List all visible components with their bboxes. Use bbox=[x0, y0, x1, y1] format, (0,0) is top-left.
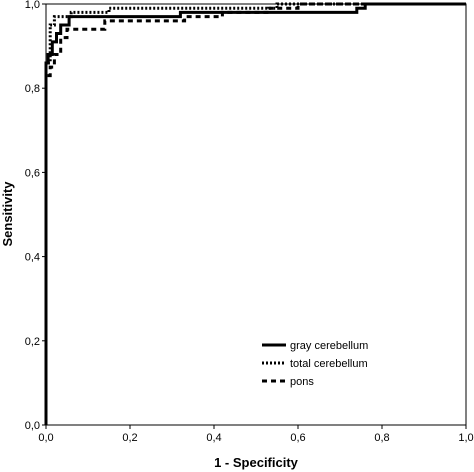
y-tick-label: 0,0 bbox=[25, 420, 40, 432]
x-tick-label: 1,0 bbox=[458, 432, 473, 444]
series-layer bbox=[44, 2, 466, 425]
x-tick-label: 0,8 bbox=[374, 432, 389, 444]
series-line-pons bbox=[44, 2, 466, 425]
legend-label-pons: pons bbox=[290, 376, 314, 388]
x-tick-label: 0,4 bbox=[206, 432, 221, 444]
series-line-total-cerebellum bbox=[44, 2, 466, 425]
y-tick-label: 0,8 bbox=[25, 83, 40, 95]
ticks-layer: 0,0 0,2 0,4 0,6 0,8 1,0 0,0 0,2 0,4 0,6 0,8 1,0 bbox=[25, 0, 474, 444]
legend-label-total-cerebellum: total cerebellum bbox=[290, 358, 368, 370]
y-axis-title: Sensitivity bbox=[0, 181, 15, 247]
y-tick-label: 0,4 bbox=[25, 252, 40, 264]
y-tick-label: 0,6 bbox=[25, 167, 40, 179]
legend: gray cerebellum total cerebellum pons bbox=[262, 340, 368, 388]
y-tick-label: 1,0 bbox=[25, 0, 40, 11]
plot-area bbox=[45, 3, 467, 426]
x-tick-label: 0,2 bbox=[122, 432, 137, 444]
y-tick-label: 0,2 bbox=[25, 336, 40, 348]
series-line-gray-cerebellum bbox=[44, 2, 466, 425]
legend-label-gray-cerebellum: gray cerebellum bbox=[290, 340, 368, 352]
x-tick-label: 0,6 bbox=[290, 432, 305, 444]
x-tick-label: 0,0 bbox=[38, 432, 53, 444]
x-axis-title: 1 - Specificity bbox=[214, 455, 299, 470]
